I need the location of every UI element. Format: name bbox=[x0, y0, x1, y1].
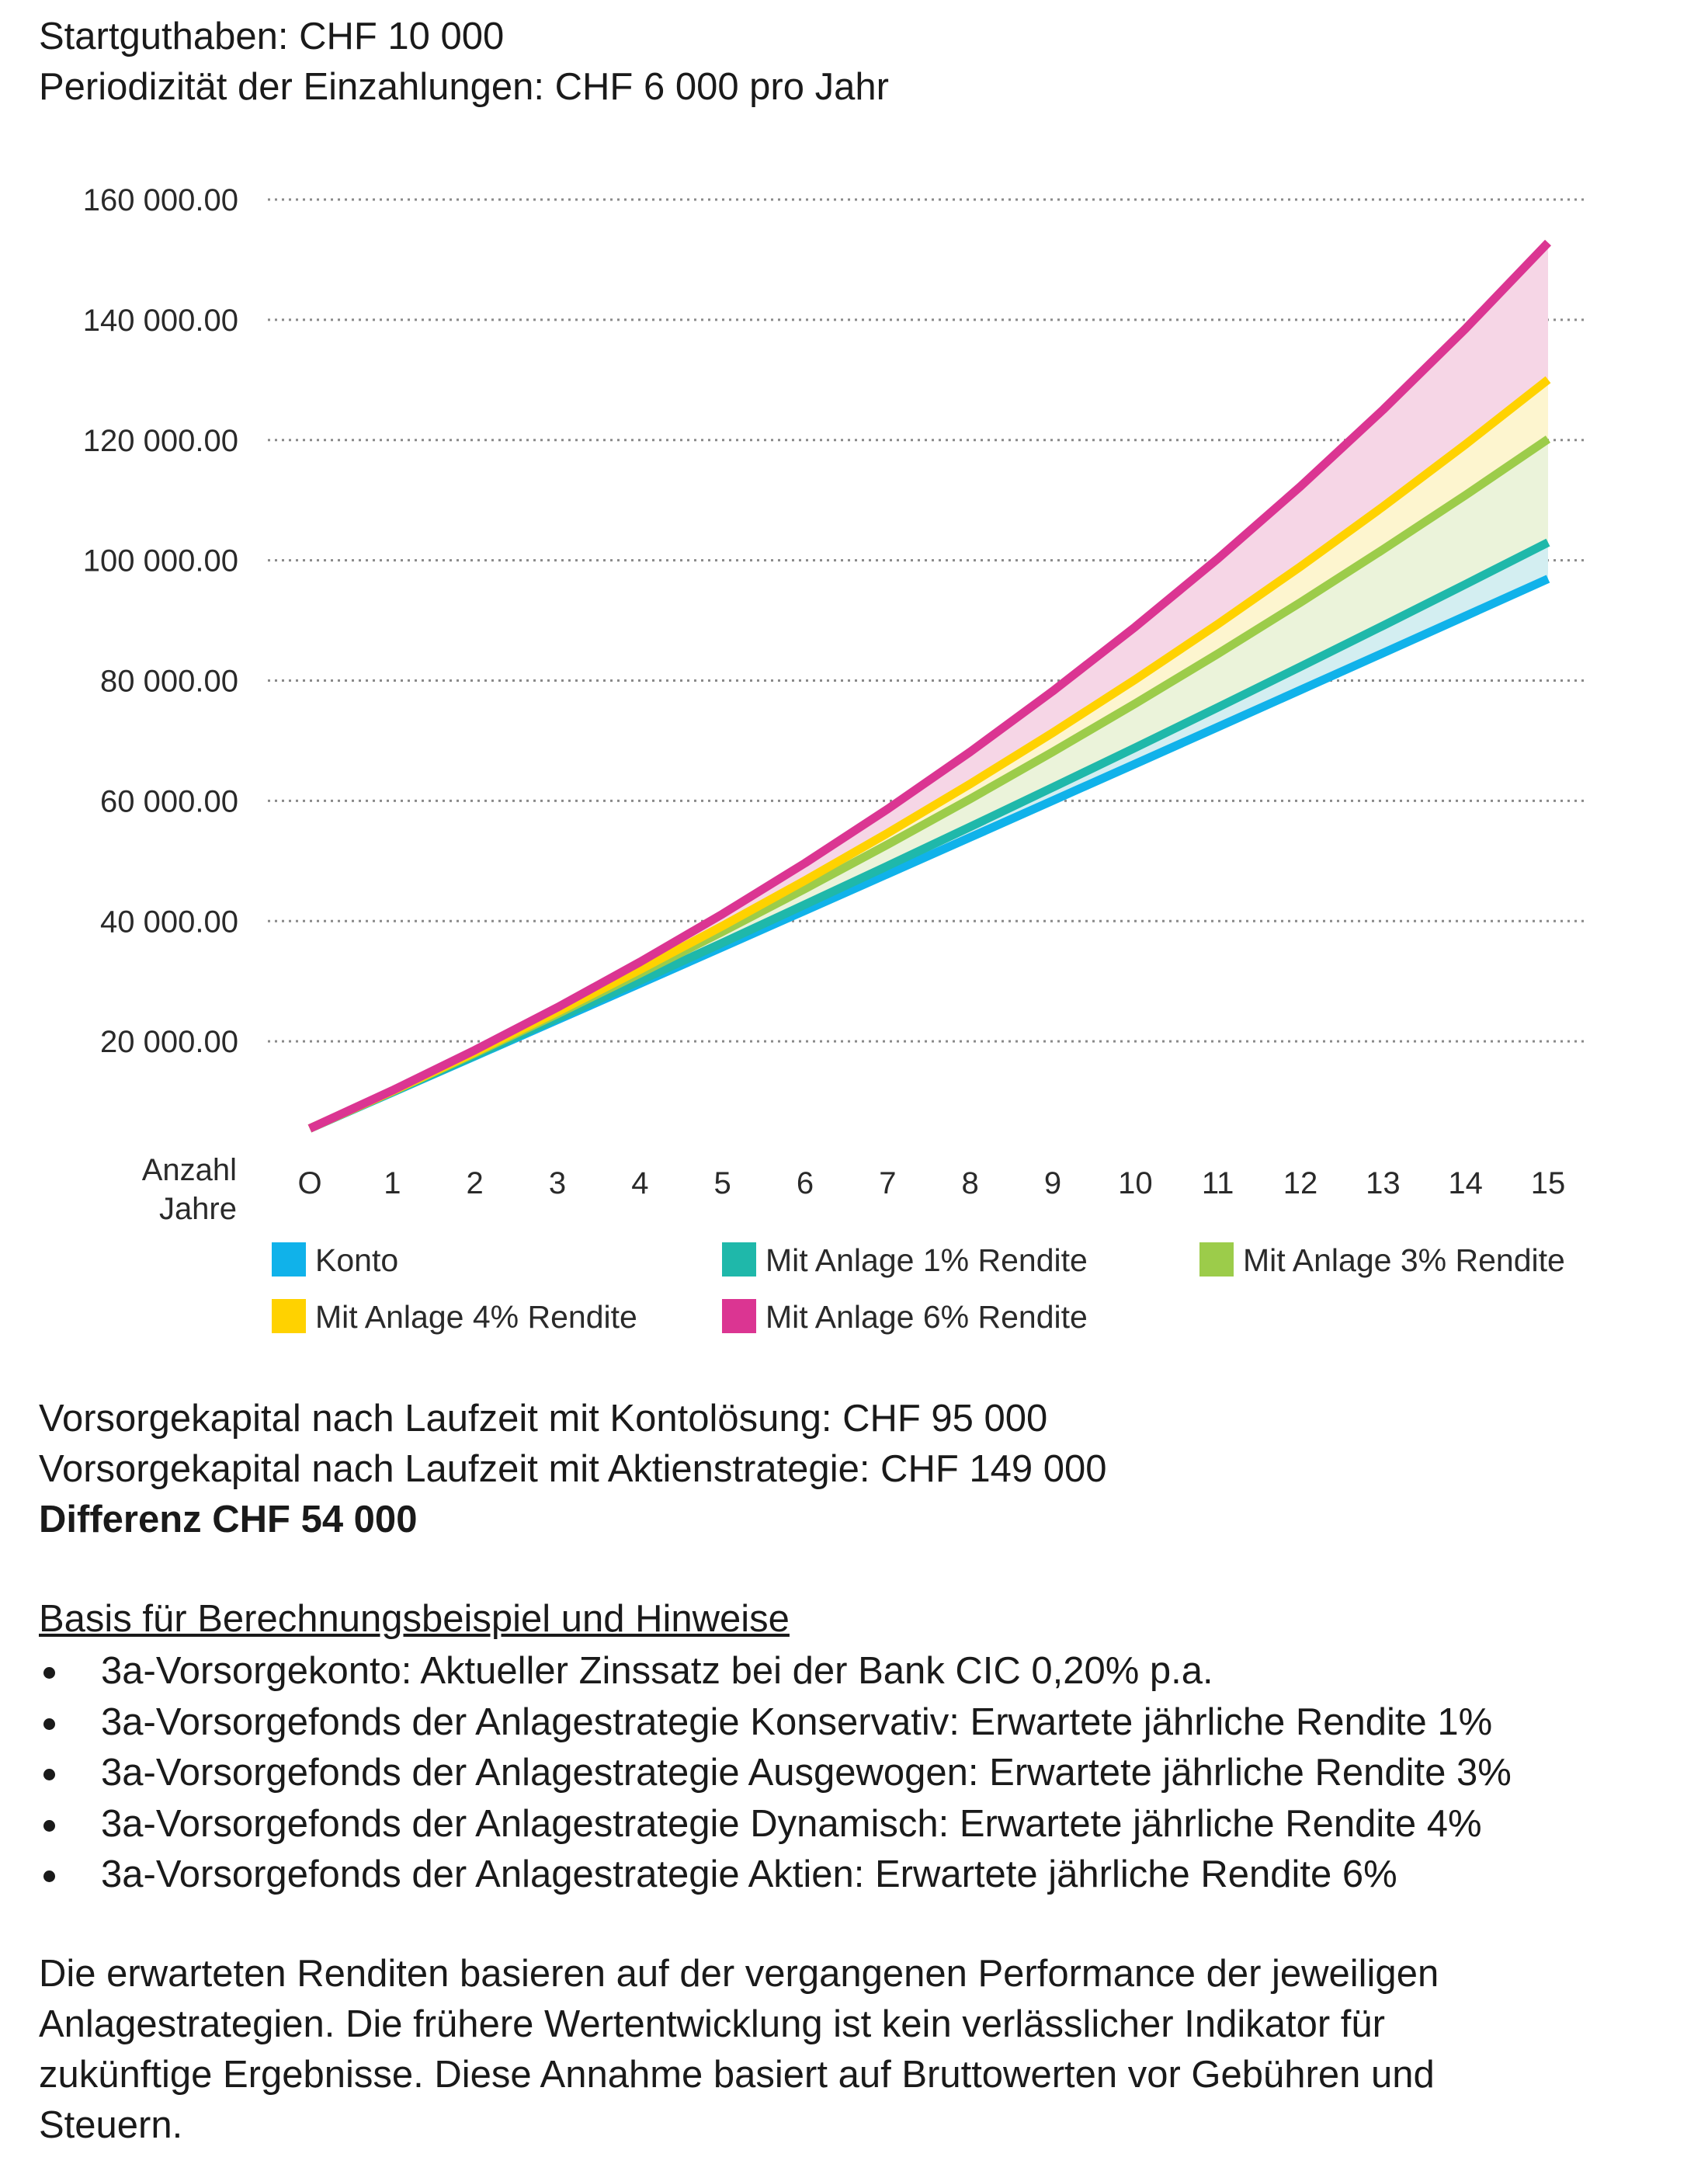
x-tick-label: O bbox=[297, 1166, 321, 1200]
y-tick-label: 60 000.00 bbox=[100, 784, 238, 818]
x-tick-label: 13 bbox=[1366, 1166, 1401, 1200]
disclaimer-line: Anlagestrategien. Die frühere Wertentwic… bbox=[39, 2003, 1385, 2045]
disclaimer-line: Steuern. bbox=[39, 2104, 183, 2146]
basis-heading: Basis für Berechnungsbeispiel und Hinwei… bbox=[39, 1598, 790, 1640]
x-tick-label: 1 bbox=[384, 1166, 401, 1200]
y-tick-label: 80 000.00 bbox=[100, 665, 238, 699]
x-tick-label: 9 bbox=[1044, 1166, 1061, 1200]
x-tick-label: 3 bbox=[549, 1166, 566, 1200]
list-item: 3a-Vorsorgefonds der Anlagestrategie Dyn… bbox=[39, 1799, 1512, 1850]
x-tick-label: 7 bbox=[879, 1166, 896, 1200]
y-tick-label: 140 000.00 bbox=[83, 304, 238, 338]
x-tick-label: 5 bbox=[714, 1166, 731, 1200]
y-tick-label: 100 000.00 bbox=[83, 544, 238, 578]
list-item: 3a-Vorsorgekonto: Aktueller Zinssatz bei… bbox=[39, 1646, 1512, 1697]
summary-equity-text: Vorsorgekapital nach Laufzeit mit Aktien… bbox=[39, 1448, 1107, 1490]
legend-swatch bbox=[1199, 1242, 1234, 1277]
disclaimer-line: Die erwarteten Renditen basieren auf der… bbox=[39, 1953, 1439, 1995]
x-tick-label: 6 bbox=[797, 1166, 814, 1200]
y-tick-label: 160 000.00 bbox=[83, 183, 238, 217]
summary-difference-text: Differenz CHF 54 000 bbox=[39, 1499, 418, 1541]
x-tick-label: 11 bbox=[1202, 1166, 1234, 1200]
legend-swatch bbox=[272, 1299, 306, 1333]
basis-bullet-list: 3a-Vorsorgekonto: Aktueller Zinssatz bei… bbox=[39, 1646, 1512, 1901]
legend-swatch bbox=[722, 1242, 756, 1277]
series-lines bbox=[307, 239, 1551, 1133]
x-axis-labels: O 1 2 3 4 5 6 7 8 9 10 11 12 13 14 15 bbox=[297, 1166, 1565, 1200]
area-fills bbox=[310, 242, 1548, 1129]
legend-label: Konto bbox=[315, 1242, 398, 1278]
summary-account-text: Vorsorgekapital nach Laufzeit mit Kontol… bbox=[39, 1398, 1048, 1440]
chart-legend: Konto Mit Anlage 1% Rendite Mit Anlage 3% … bbox=[272, 1242, 1565, 1335]
y-tick-label: 20 000.00 bbox=[100, 1025, 238, 1059]
x-tick-label: 14 bbox=[1448, 1166, 1483, 1200]
legend-label: Mit Anlage 6% Rendite bbox=[765, 1299, 1088, 1335]
x-axis-title-line1: Anzahl bbox=[142, 1153, 237, 1187]
area-fill-4 bbox=[310, 242, 1548, 1129]
x-tick-label: 15 bbox=[1531, 1166, 1566, 1200]
x-tick-label: 2 bbox=[467, 1166, 484, 1200]
x-tick-label: 4 bbox=[631, 1166, 648, 1200]
growth-chart: 20 000.00 40 000.00 60 000.00 80 000.00 100 … bbox=[83, 183, 1584, 1335]
x-tick-label: 10 bbox=[1118, 1166, 1153, 1200]
disclaimer-line: zukünftige Ergebnisse. Diese Annahme bas… bbox=[39, 2054, 1435, 2096]
series-line-4 bbox=[307, 239, 1551, 1133]
legend-label: Mit Anlage 3% Rendite bbox=[1243, 1242, 1565, 1278]
x-tick-label: 8 bbox=[962, 1166, 979, 1200]
legend-label: Mit Anlage 1% Rendite bbox=[765, 1242, 1088, 1278]
x-tick-label: 12 bbox=[1283, 1166, 1318, 1200]
list-item: 3a-Vorsorgefonds der Anlagestrategie Kon… bbox=[39, 1697, 1512, 1749]
starting-balance-text: Startguthaben: CHF 10 000 bbox=[39, 16, 505, 57]
list-item: 3a-Vorsorgefonds der Anlagestrategie Akt… bbox=[39, 1850, 1512, 1901]
legend-swatch bbox=[272, 1242, 306, 1277]
y-axis-labels: 20 000.00 40 000.00 60 000.00 80 000.00 100 … bbox=[83, 183, 238, 1059]
legend-label: Mit Anlage 4% Rendite bbox=[315, 1299, 637, 1335]
y-tick-label: 40 000.00 bbox=[100, 905, 238, 939]
deposit-periodicity-text: Periodizität der Einzahlungen: CHF 6 000… bbox=[39, 66, 889, 108]
x-axis-title-line2: Jahre bbox=[159, 1192, 237, 1226]
legend-swatch bbox=[722, 1299, 756, 1333]
y-tick-label: 120 000.00 bbox=[83, 424, 238, 458]
list-item: 3a-Vorsorgefonds der Anlagestrategie Aus… bbox=[39, 1748, 1512, 1799]
